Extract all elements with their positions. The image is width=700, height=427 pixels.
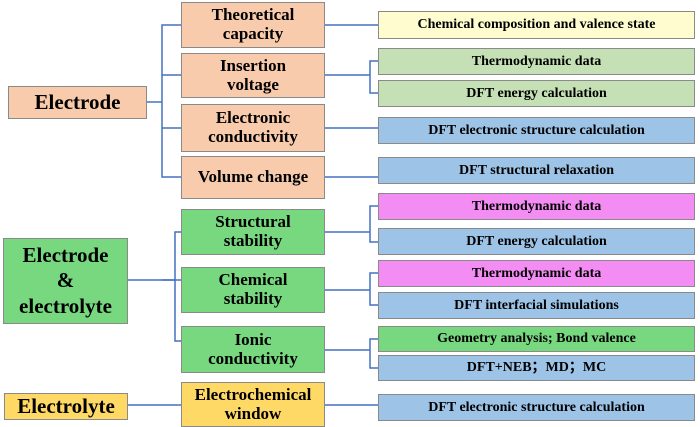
property-chemical-stability: Chemical stability bbox=[181, 267, 325, 313]
method-thermodynamic-data: Thermodynamic data bbox=[378, 260, 695, 287]
method-thermodynamic-data: Thermodynamic data bbox=[378, 193, 695, 220]
method-dft-energy-calculation: DFT energy calculation bbox=[378, 228, 695, 255]
method-chemical-composition: Chemical composition and valence state bbox=[378, 11, 695, 39]
property-volume-change: Volume change bbox=[181, 156, 325, 199]
method-dft-structural-relaxation: DFT structural relaxation bbox=[378, 157, 695, 184]
method-dft-electronic-structure: DFT electronic structure calculation bbox=[378, 394, 695, 421]
property-insertion-voltage: Insertion voltage bbox=[181, 53, 325, 98]
property-structural-stability: Structural stability bbox=[181, 209, 325, 255]
method-dft-energy-calculation: DFT energy calculation bbox=[378, 80, 695, 107]
method-thermodynamic-data: Thermodynamic data bbox=[378, 48, 695, 75]
method-dft-electronic-structure: DFT electronic structure calculation bbox=[378, 117, 695, 144]
method-dft-neb-md-mc: DFT+NEB；MD；MC bbox=[378, 355, 695, 381]
method-geometry-analysis: Geometry analysis; Bond valence bbox=[378, 326, 695, 352]
category-electrode: Electrode bbox=[8, 86, 147, 119]
property-electrochemical-window: Electrochemical window bbox=[181, 382, 325, 427]
property-ionic-conductivity: Ionic conductivity bbox=[181, 326, 325, 373]
category-electrode-and-electrolyte: Electrode & electrolyte bbox=[3, 238, 128, 324]
property-theoretical-capacity: Theoretical capacity bbox=[181, 2, 325, 48]
category-electrolyte: Electrolyte bbox=[4, 393, 128, 420]
property-electronic-conductivity: Electronic conductivity bbox=[181, 104, 325, 152]
method-dft-interfacial-simulations: DFT interfacial simulations bbox=[378, 292, 695, 319]
